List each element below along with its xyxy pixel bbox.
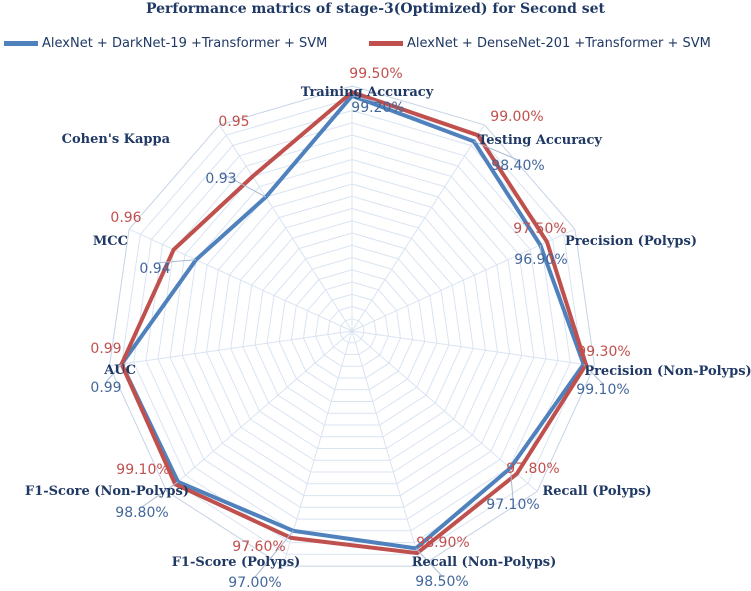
- legend-swatch-series-2: [369, 41, 403, 46]
- value-label-series-2-f1-score-polyps: 97.60%: [232, 539, 285, 555]
- series-line-2: [119, 89, 589, 556]
- leader-line: [141, 481, 179, 508]
- grid-ring: [315, 293, 389, 367]
- radar-labels: Training Accuracy 99.50% 99.20% Testing Acc…: [25, 66, 751, 591]
- leader-line: [509, 468, 514, 500]
- leader-line: [220, 172, 267, 198]
- grid-ring: [290, 269, 414, 391]
- value-label-series-2-training-accuracy: 99.50%: [349, 66, 402, 82]
- grid-ring: [205, 183, 499, 473]
- value-label-series-1-recall-non-polyps: 98.50%: [415, 574, 468, 590]
- grid-ring: [339, 318, 365, 344]
- value-label-series-2-testing-accuracy: 99.00%: [490, 109, 543, 125]
- axis-label-precision-non-polyps: Precision (Non-Polyps): [584, 364, 751, 379]
- grid-ring: [181, 158, 523, 497]
- grid-ring: [302, 281, 402, 379]
- value-label-series-2-recall-non-polyps: 98.90%: [416, 535, 469, 551]
- value-label-series-1-recall-polyps: 97.10%: [486, 497, 539, 513]
- radar-series: [119, 89, 589, 556]
- grid-ring: [108, 85, 596, 567]
- grid-spoke: [351, 228, 576, 332]
- grid-ring: [169, 146, 535, 508]
- axis-label-testing-accuracy: Testing Accuracy: [478, 133, 602, 148]
- leader-line: [583, 363, 604, 385]
- value-label-series-1-precision-non-polyps: 99.10%: [576, 382, 629, 398]
- grid-ring: [278, 256, 426, 402]
- value-label-series-1-mcc: 0.94: [139, 261, 170, 277]
- legend-label-series-2: AlexNet + DenseNet-201 +Transformer + SV…: [407, 36, 711, 51]
- leader-line: [473, 140, 519, 161]
- grid-spoke: [282, 330, 353, 567]
- value-label-series-1-cohen-s-kappa: 0.93: [205, 171, 236, 187]
- grid-ring: [230, 207, 474, 449]
- grid-spoke: [109, 330, 353, 367]
- legend-swatch-series-1: [4, 41, 38, 46]
- grid-spoke: [351, 124, 485, 332]
- chart-legend: AlexNet + DarkNet-19 +Transformer + SVM …: [0, 36, 751, 56]
- value-label-series-1-precision-polyps: 96.90%: [514, 252, 567, 268]
- series-line-1: [119, 93, 586, 551]
- axis-label-mcc: MCC: [93, 234, 128, 249]
- value-label-series-2-precision-non-polyps: 99.30%: [577, 344, 630, 360]
- axis-label-recall-non-polyps: Recall (Non-Polyps): [412, 555, 557, 570]
- value-label-series-2-precision-polyps: 97.50%: [513, 221, 566, 237]
- axis-label-recall-polyps: Recall (Polyps): [542, 484, 651, 499]
- axis-label-training-accuracy: Training Accuracy: [301, 85, 434, 100]
- axis-label-cohen-s-kappa: Cohen's Kappa: [62, 132, 171, 147]
- value-label-series-1-auc: 0.99: [90, 380, 121, 396]
- grid-ring: [157, 134, 547, 520]
- axis-label-precision-polyps: Precision (Polyps): [565, 234, 697, 249]
- grid-spoke: [351, 330, 595, 367]
- grid-ring: [121, 97, 583, 555]
- leader-line: [254, 530, 294, 578]
- grid-spoke: [128, 228, 353, 332]
- grid-spoke: [351, 330, 538, 492]
- grid-ring: [218, 195, 486, 461]
- grid-ring: [254, 232, 450, 426]
- grid-ring: [242, 220, 462, 438]
- leader-line: [539, 244, 542, 255]
- leader-line: [154, 259, 197, 264]
- value-label-series-2-cohen-s-kappa: 0.95: [218, 114, 249, 130]
- leader-line: [415, 548, 443, 577]
- value-label-series-2-recall-polyps: 97.80%: [506, 461, 559, 477]
- value-label-series-1-f1-score-non-polyps: 98.80%: [115, 505, 168, 521]
- grid-spoke: [166, 330, 353, 492]
- axis-label-f1-score-polyps: F1-Score (Polyps): [172, 555, 301, 570]
- legend-item-series-2: AlexNet + DenseNet-201 +Transformer + SV…: [369, 36, 711, 51]
- chart-title: Performance matrics of stage-3(Optimized…: [145, 1, 606, 17]
- axis-label-f1-score-non-polyps: F1-Score (Non-Polyps): [25, 484, 189, 499]
- value-label-series-2-auc: 0.99: [90, 341, 121, 357]
- grid-spoke: [219, 124, 353, 332]
- value-label-series-2-mcc: 0.96: [110, 210, 141, 226]
- legend-label-series-1: AlexNet + DarkNet-19 +Transformer + SVM: [42, 36, 328, 51]
- grid-ring: [133, 109, 571, 544]
- grid-ring: [327, 305, 377, 355]
- value-label-series-1-training-accuracy: 99.20%: [351, 100, 404, 116]
- value-label-series-2-f1-score-non-polyps: 99.10%: [116, 462, 169, 478]
- grid-ring: [266, 244, 438, 414]
- leader-line: [105, 363, 122, 383]
- legend-item-series-1: AlexNet + DarkNet-19 +Transformer + SVM: [4, 36, 327, 51]
- value-label-series-1-f1-score-polyps: 97.00%: [228, 575, 281, 591]
- axis-label-auc: AUC: [103, 363, 136, 378]
- grid-ring: [193, 171, 511, 485]
- value-label-series-1-testing-accuracy: 98.40%: [491, 158, 544, 174]
- grid-spoke: [351, 330, 422, 567]
- leader-line: [351, 95, 379, 103]
